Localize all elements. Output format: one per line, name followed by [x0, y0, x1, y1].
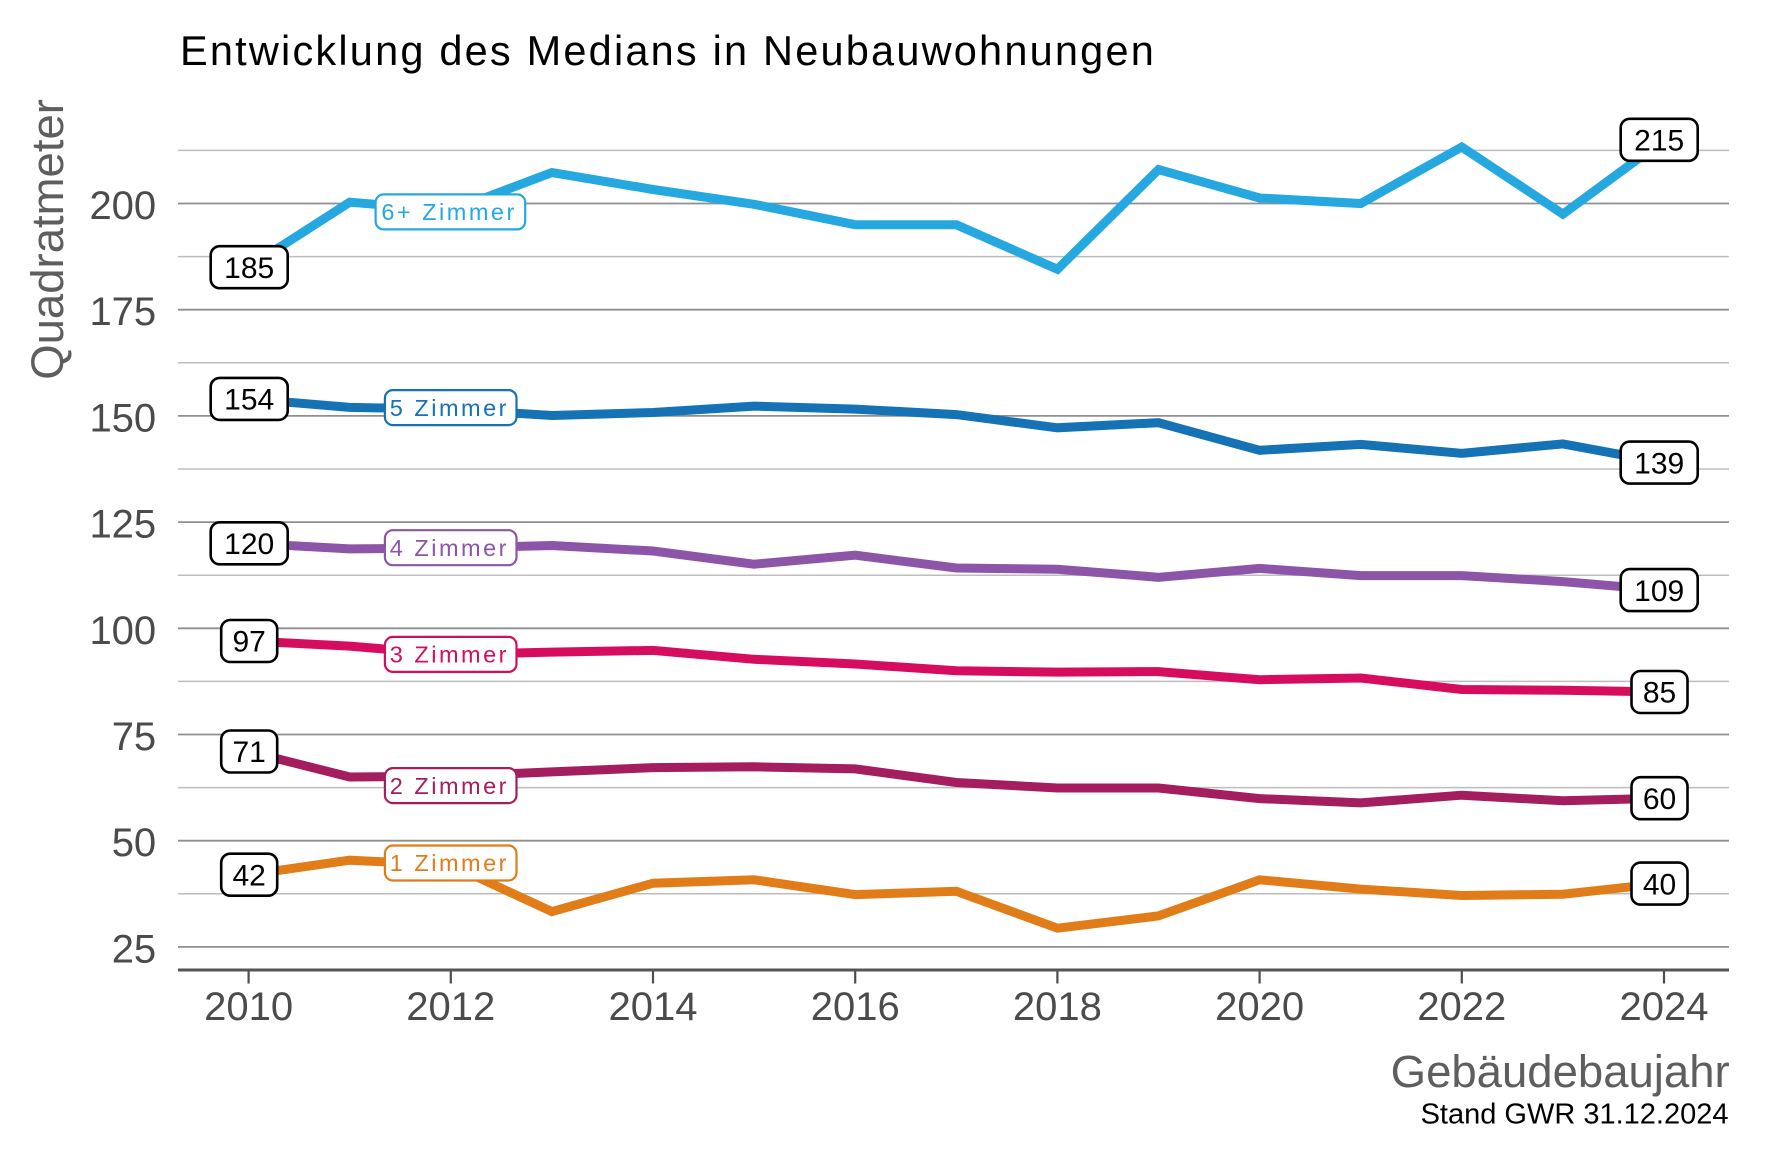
svg-text:1 Zimmer: 1 Zimmer	[390, 850, 509, 876]
svg-text:2018: 2018	[1013, 985, 1102, 1029]
svg-text:2014: 2014	[609, 985, 698, 1029]
svg-text:2012: 2012	[406, 985, 495, 1029]
svg-text:85: 85	[1643, 677, 1676, 710]
svg-text:5 Zimmer: 5 Zimmer	[390, 395, 509, 421]
svg-text:6+ Zimmer: 6+ Zimmer	[381, 199, 516, 225]
svg-text:200: 200	[89, 184, 156, 228]
svg-text:2 Zimmer: 2 Zimmer	[390, 773, 509, 799]
svg-text:40: 40	[1643, 868, 1676, 901]
svg-text:139: 139	[1634, 447, 1684, 480]
svg-text:50: 50	[112, 821, 157, 865]
svg-text:185: 185	[224, 252, 274, 285]
svg-text:120: 120	[224, 528, 274, 561]
svg-text:3 Zimmer: 3 Zimmer	[390, 642, 509, 668]
svg-text:109: 109	[1634, 575, 1684, 608]
svg-text:Stand GWR 31.12.2024: Stand GWR 31.12.2024	[1421, 1099, 1729, 1131]
svg-text:2010: 2010	[204, 985, 293, 1029]
svg-text:215: 215	[1634, 125, 1684, 158]
svg-text:25: 25	[112, 927, 157, 971]
svg-text:175: 175	[89, 290, 156, 334]
svg-text:150: 150	[89, 396, 156, 440]
svg-text:2016: 2016	[811, 985, 900, 1029]
svg-text:42: 42	[233, 859, 266, 892]
svg-text:75: 75	[112, 715, 157, 759]
svg-text:2024: 2024	[1620, 985, 1709, 1029]
svg-text:125: 125	[89, 503, 156, 547]
svg-text:97: 97	[233, 626, 266, 659]
svg-text:4 Zimmer: 4 Zimmer	[390, 535, 509, 561]
svg-text:154: 154	[224, 384, 274, 417]
svg-text:Quadratmeter: Quadratmeter	[22, 99, 73, 380]
svg-text:71: 71	[233, 736, 266, 769]
svg-text:2020: 2020	[1215, 985, 1304, 1029]
svg-text:Gebäudebaujahr: Gebäudebaujahr	[1391, 1046, 1730, 1097]
svg-text:100: 100	[89, 609, 156, 653]
svg-text:2022: 2022	[1417, 985, 1506, 1029]
svg-text:Entwicklung des Medians in Neu: Entwicklung des Medians in Neubauwohnung…	[180, 27, 1156, 74]
svg-text:60: 60	[1643, 783, 1676, 816]
